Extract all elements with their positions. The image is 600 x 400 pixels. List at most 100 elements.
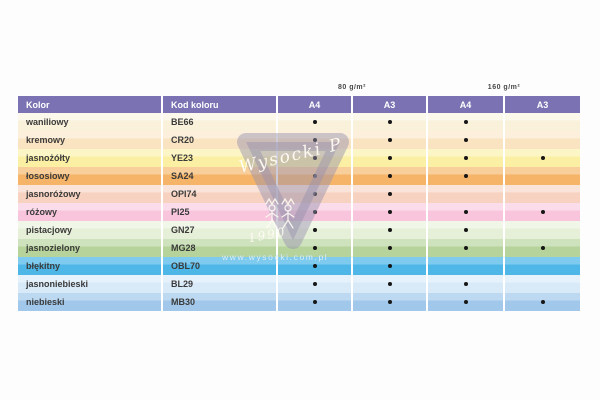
header-a3-160: A3 <box>505 96 580 113</box>
availability-cell-a4-160 <box>428 293 503 311</box>
availability-cell-a4-160 <box>428 221 503 239</box>
availability-cell-a3-80 <box>353 239 426 257</box>
availability-dot <box>312 246 317 250</box>
availability-cell-a4-160 <box>428 185 503 203</box>
header-a3-80: A3 <box>353 96 426 113</box>
availability-dot <box>312 210 317 214</box>
color-name-cell: jasnozielony <box>18 239 161 257</box>
availability-cell-a4-80 <box>278 131 351 149</box>
availability-cell-a3-80 <box>353 149 426 167</box>
availability-cell-a4-160 <box>428 239 503 257</box>
paper-color-table: Kolor Kod koloru A4 A3 A4 A3 waniliowy B… <box>18 96 580 311</box>
availability-cell-a4-80 <box>278 257 351 275</box>
availability-dot <box>312 192 317 196</box>
availability-dot <box>387 300 392 304</box>
color-name-cell: niebieski <box>18 293 161 311</box>
color-name-cell: jasnoniebieski <box>18 275 161 293</box>
header-kolor: Kolor <box>18 96 161 113</box>
color-name-cell: jasnożółty <box>18 149 161 167</box>
availability-cell-a3-160 <box>505 275 580 293</box>
header-a4-80: A4 <box>278 96 351 113</box>
availability-dot <box>463 120 468 124</box>
header-a4-160: A4 <box>428 96 503 113</box>
availability-dot <box>387 264 392 268</box>
availability-cell-a4-80 <box>278 239 351 257</box>
availability-cell-a4-80 <box>278 293 351 311</box>
availability-dot <box>387 246 392 250</box>
color-code-cell: CR20 <box>163 131 276 149</box>
availability-dot <box>463 156 468 160</box>
availability-dot <box>312 282 317 286</box>
availability-dot <box>387 138 392 142</box>
availability-cell-a3-80 <box>353 131 426 149</box>
availability-cell-a3-80 <box>353 257 426 275</box>
availability-cell-a3-80 <box>353 275 426 293</box>
color-name-cell: kremowy <box>18 131 161 149</box>
availability-cell-a3-80 <box>353 293 426 311</box>
availability-dot <box>312 264 317 268</box>
header-kod-koloru: Kod koloru <box>163 96 276 113</box>
availability-dot <box>387 192 392 196</box>
color-code-cell: YE23 <box>163 149 276 167</box>
color-code-cell: BE66 <box>163 113 276 131</box>
availability-dot <box>540 156 545 160</box>
availability-dot <box>312 228 317 232</box>
availability-cell-a3-160 <box>505 113 580 131</box>
color-name-cell: jasnoróżowy <box>18 185 161 203</box>
color-name-cell: waniliowy <box>18 113 161 131</box>
availability-cell-a4-160 <box>428 257 503 275</box>
availability-dot <box>312 156 317 160</box>
availability-cell-a4-160 <box>428 203 503 221</box>
availability-dot <box>387 228 392 232</box>
availability-dot <box>463 300 468 304</box>
availability-cell-a3-160 <box>505 293 580 311</box>
color-code-cell: BL29 <box>163 275 276 293</box>
availability-cell-a3-80 <box>353 113 426 131</box>
weight-label-160: 160 g/m² <box>487 83 521 91</box>
weight-label-80: 80 g/m² <box>337 83 366 91</box>
availability-dot <box>387 120 392 124</box>
color-name-cell: różowy <box>18 203 161 221</box>
availability-cell-a4-80 <box>278 149 351 167</box>
availability-dot <box>312 174 317 178</box>
availability-cell-a3-80 <box>353 203 426 221</box>
color-code-cell: OPI74 <box>163 185 276 203</box>
availability-dot <box>463 210 468 214</box>
availability-cell-a4-160 <box>428 167 503 185</box>
availability-cell-a3-160 <box>505 257 580 275</box>
availability-cell-a4-160 <box>428 113 503 131</box>
color-code-cell: PI25 <box>163 203 276 221</box>
availability-cell-a3-80 <box>353 221 426 239</box>
availability-dot <box>463 174 468 178</box>
availability-dot <box>387 156 392 160</box>
availability-cell-a3-160 <box>505 185 580 203</box>
availability-cell-a3-80 <box>353 167 426 185</box>
color-code-cell: GN27 <box>163 221 276 239</box>
color-code-cell: MB30 <box>163 293 276 311</box>
availability-cell-a3-160 <box>505 221 580 239</box>
availability-dot <box>387 210 392 214</box>
availability-cell-a4-80 <box>278 275 351 293</box>
availability-dot <box>312 120 317 124</box>
availability-cell-a3-160 <box>505 131 580 149</box>
availability-cell-a3-160 <box>505 239 580 257</box>
availability-dot <box>540 210 545 214</box>
availability-dot <box>463 228 468 232</box>
availability-cell-a4-160 <box>428 275 503 293</box>
color-code-cell: OBL70 <box>163 257 276 275</box>
availability-dot <box>463 246 468 250</box>
availability-cell-a4-160 <box>428 131 503 149</box>
availability-dot <box>540 246 545 250</box>
color-name-cell: błękitny <box>18 257 161 275</box>
availability-cell-a4-160 <box>428 149 503 167</box>
availability-dot <box>463 282 468 286</box>
color-name-cell: pistacjowy <box>18 221 161 239</box>
availability-cell-a4-80 <box>278 167 351 185</box>
availability-dot <box>387 282 392 286</box>
color-code-cell: SA24 <box>163 167 276 185</box>
color-code-cell: MG28 <box>163 239 276 257</box>
color-name-cell: łososiowy <box>18 167 161 185</box>
availability-cell-a4-80 <box>278 185 351 203</box>
availability-dot <box>312 300 317 304</box>
